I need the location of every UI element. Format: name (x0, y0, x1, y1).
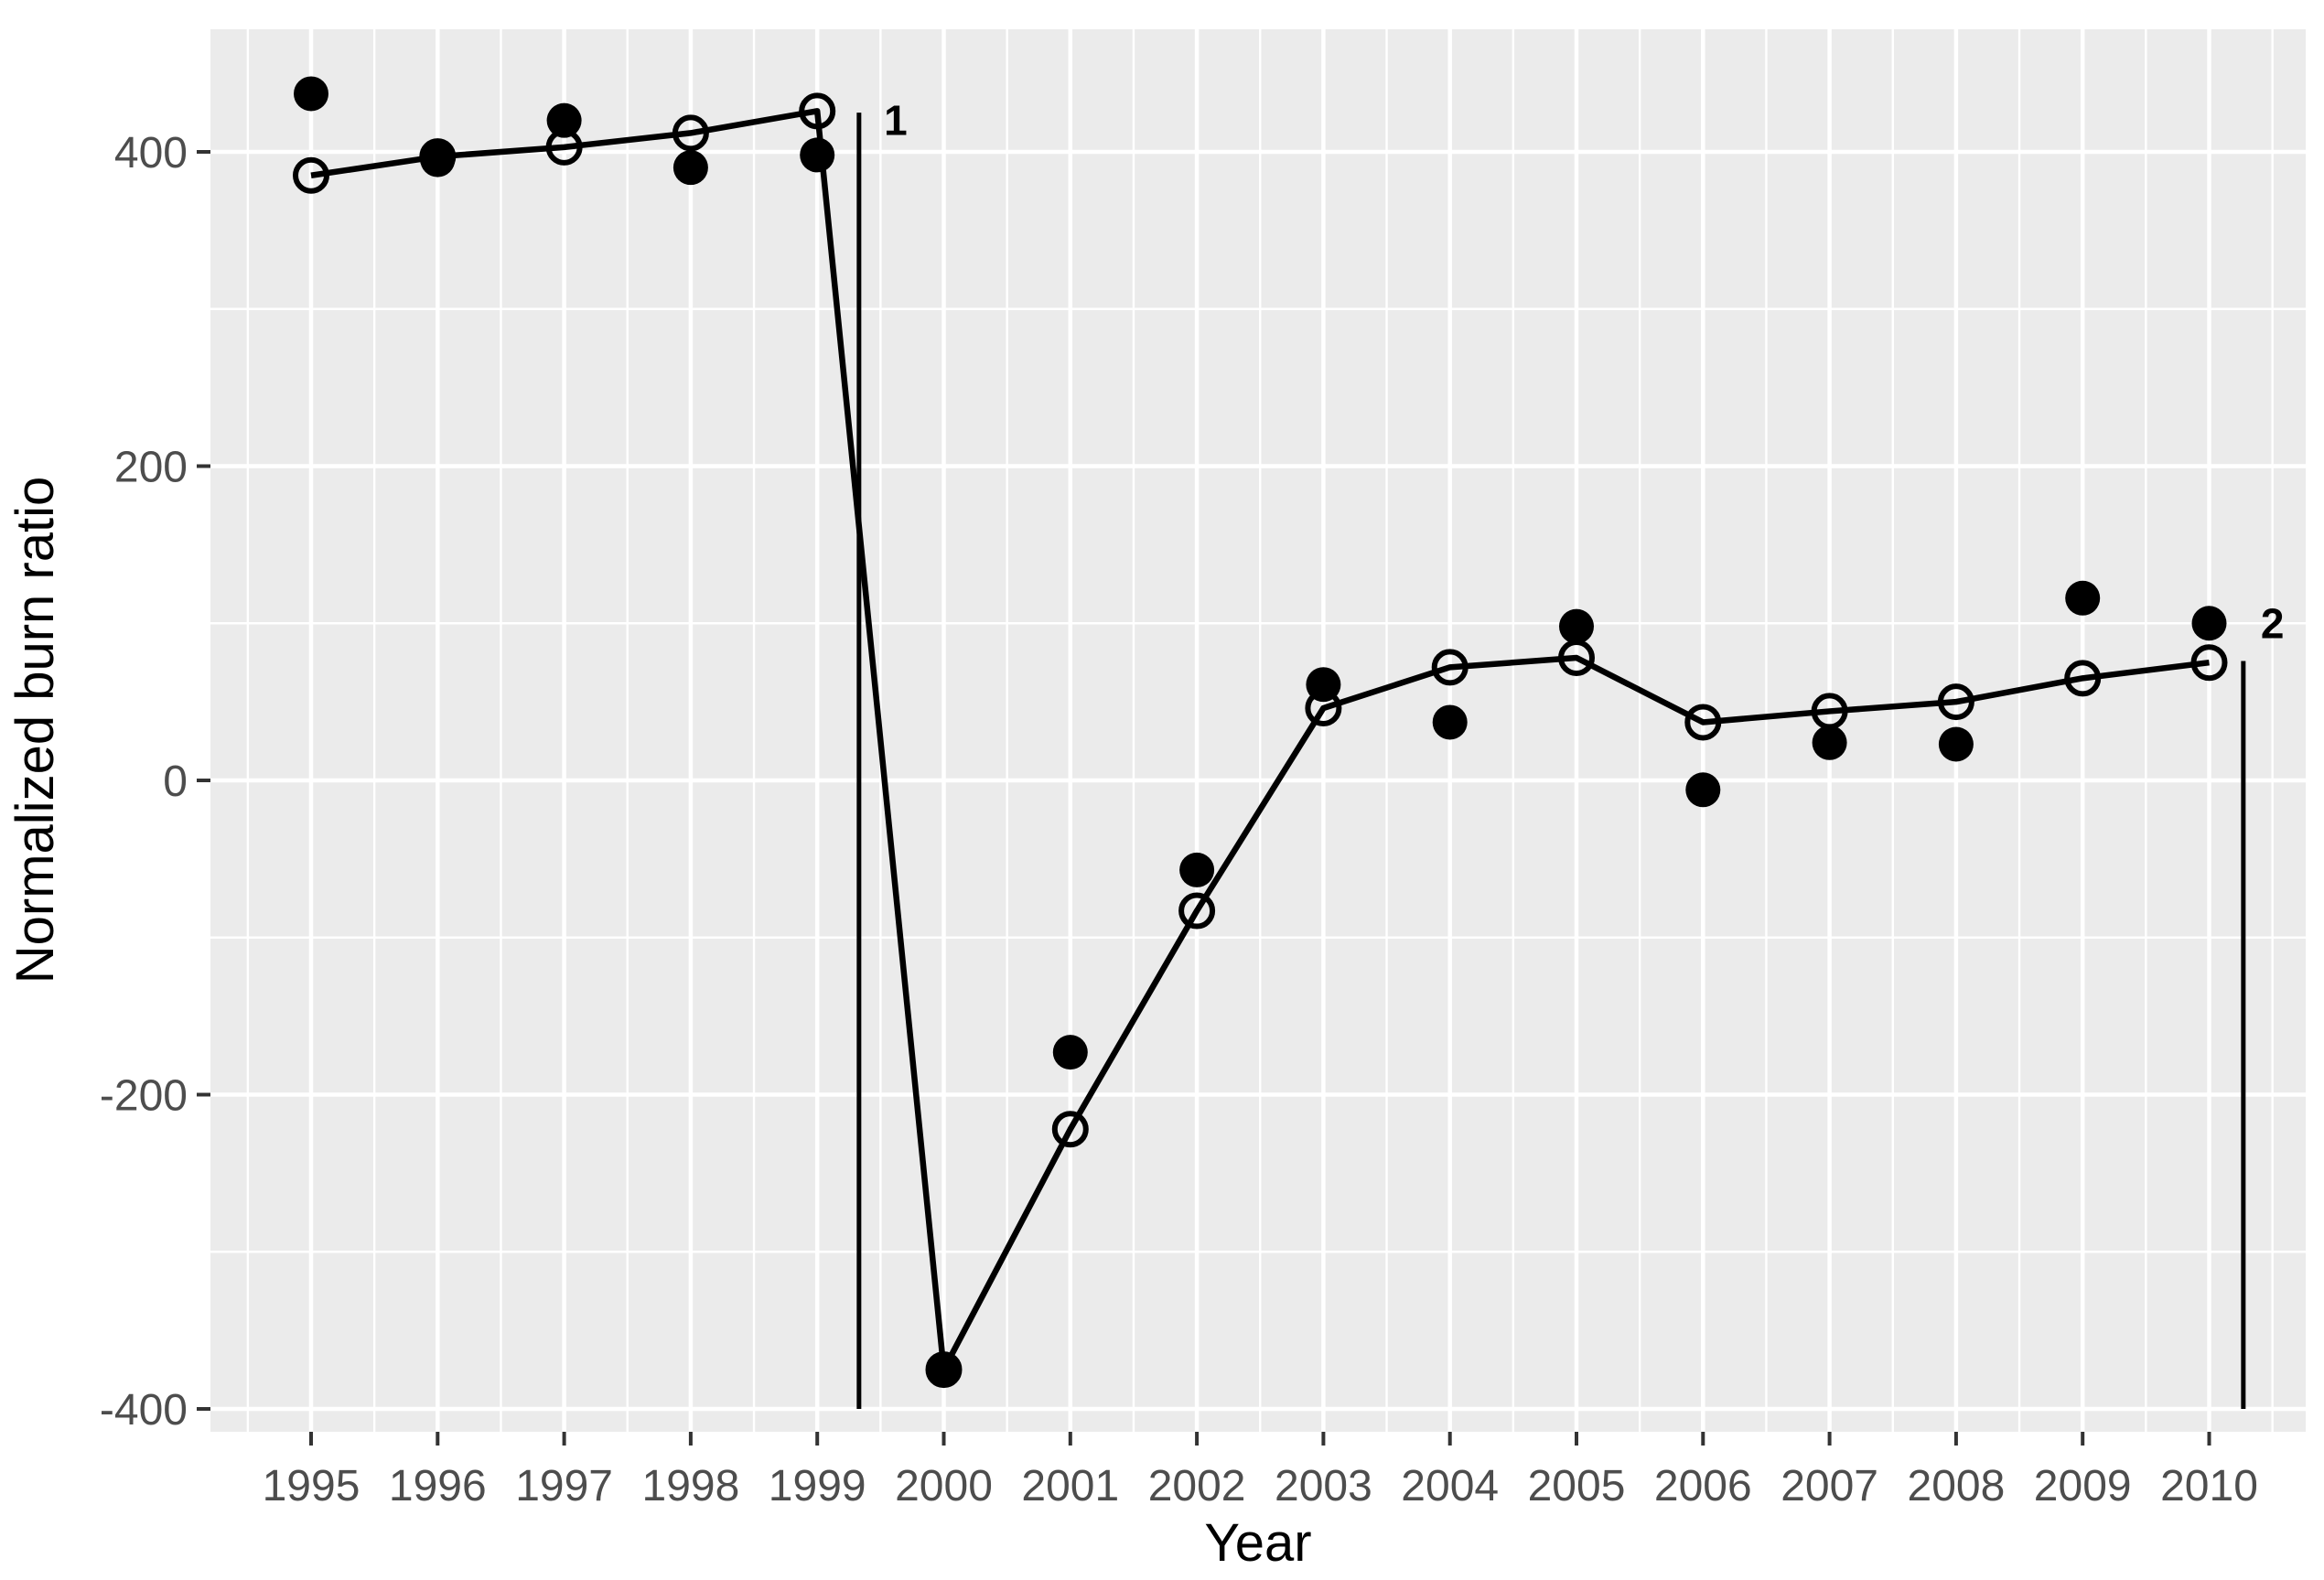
observed-point-filled-circle (1432, 704, 1468, 740)
observed-point-filled-circle (2191, 606, 2227, 641)
x-axis-ticks (309, 1432, 2211, 1446)
plot-panel (210, 29, 2306, 1432)
observed-point-filled-circle (672, 150, 708, 186)
y-tick-label: 0 (163, 758, 188, 806)
trend-polyline (310, 108, 2210, 1373)
observed-point-filled-circle (1938, 726, 1974, 762)
observed-point-filled-circle (294, 76, 328, 112)
x-tick-label: 1998 (642, 1462, 740, 1510)
observed-points (294, 76, 2227, 1388)
x-tick-label: 2003 (1275, 1462, 1372, 1510)
x-tick-label: 2007 (1781, 1462, 1878, 1510)
trend-point-open-circle (293, 156, 329, 194)
trend-point-open-circle (672, 114, 709, 152)
x-tick-label: 2009 (2034, 1462, 2132, 1510)
trend-point-open-circle (1684, 704, 1722, 741)
y-tick-label: 200 (114, 444, 188, 492)
observed-point-filled-circle (1179, 852, 1215, 887)
x-tick-label: 1999 (769, 1462, 866, 1510)
gridlines-minor (210, 29, 2306, 1432)
x-tick-label: 2005 (1528, 1462, 1626, 1510)
y-tick-label: -200 (100, 1072, 188, 1121)
observed-point-filled-circle (800, 137, 835, 173)
trend-line (310, 108, 2210, 1373)
x-tick-label: 2004 (1401, 1462, 1499, 1510)
x-tick-label: 1995 (263, 1462, 360, 1510)
x-tick-label: 2000 (895, 1462, 993, 1510)
fire-event-lines (856, 113, 2246, 1409)
event-label-2: 2 (2261, 599, 2285, 647)
x-tick-label: 1996 (389, 1462, 487, 1510)
x-axis-tick-labels: 1995 1996 1997 1998 1999 2000 2001 2002 2003 2004… (263, 1462, 2258, 1510)
trend-point-open-circle (2064, 660, 2102, 697)
trend-point-open-circle (1051, 1111, 1089, 1148)
event-label-1: 1 (884, 97, 908, 145)
observed-point-filled-circle (2065, 580, 2101, 616)
x-tick-label: 2001 (1021, 1462, 1119, 1510)
x-tick-label: 2010 (2160, 1462, 2258, 1510)
trend-point-open-circle (2190, 644, 2228, 682)
fire-event-labels: 12 (884, 97, 2284, 648)
trend-point-open-circle (799, 92, 836, 130)
observed-point-filled-circle (1685, 772, 1721, 808)
y-axis-title: Normalized burn ratio (5, 477, 65, 983)
observed-point-filled-circle (1052, 1035, 1088, 1070)
y-tick-label: -400 (100, 1386, 188, 1435)
x-tick-label: 2002 (1148, 1462, 1246, 1510)
observed-point-filled-circle (420, 142, 456, 177)
observed-point-filled-circle (926, 1352, 962, 1388)
trend-point-open-circle (1937, 683, 1974, 721)
observed-point-filled-circle (546, 102, 582, 138)
x-tick-label: 2006 (1654, 1462, 1752, 1510)
x-axis-title: Year (1204, 1513, 1311, 1573)
observed-point-filled-circle (1559, 608, 1594, 644)
x-tick-label: 1997 (515, 1462, 613, 1510)
trend-point-open-circle (1431, 649, 1469, 686)
trend-point-open-circle (1178, 892, 1216, 930)
y-tick-label: 400 (114, 129, 188, 177)
observed-point-filled-circle (1812, 725, 1847, 760)
observed-point-filled-circle (1306, 667, 1341, 703)
y-axis-tick-labels: 400 200 0 -200 -400 (100, 129, 188, 1435)
x-tick-label: 2008 (1908, 1462, 2006, 1510)
y-axis-ticks (197, 150, 210, 1411)
